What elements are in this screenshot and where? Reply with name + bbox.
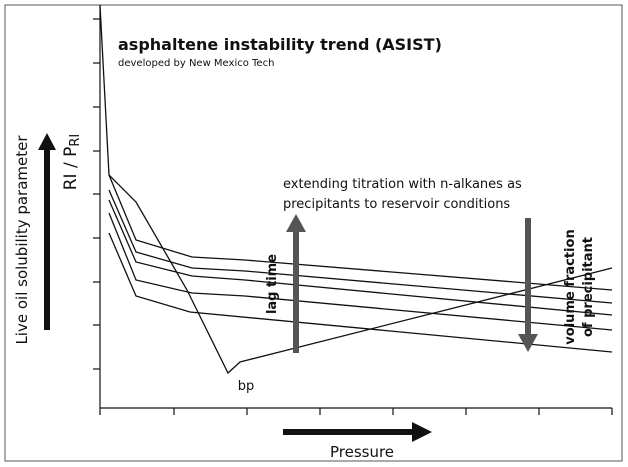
volume-arrow (518, 218, 538, 352)
annotation-line: precipitants to reservoir conditions (283, 197, 510, 212)
annotation-line: extending titration with n-alkanes as (283, 177, 522, 192)
lag-time-label: lag time (265, 254, 280, 314)
title: asphaltene instability trend (ASIST) (118, 35, 442, 54)
ratio-subscript: RI (68, 134, 83, 147)
x-axis-label: Pressure (330, 443, 394, 461)
curves (99, 4, 613, 375)
volume-label: of precipitant (581, 237, 596, 337)
y-axis-label: Live oil solubility parameter (13, 135, 31, 345)
subtitle: developed by New Mexico Tech (118, 58, 274, 69)
y-arrow (38, 133, 56, 330)
ratio-label: RI / PRI (61, 134, 83, 191)
lag-arrow (286, 214, 306, 353)
axes (93, 5, 613, 415)
frame (4, 4, 623, 462)
ratio-main: RI / P (61, 147, 81, 191)
x-arrow (283, 422, 432, 442)
volume-label: volume fraction (563, 229, 578, 344)
bp-label: bp (238, 379, 255, 394)
